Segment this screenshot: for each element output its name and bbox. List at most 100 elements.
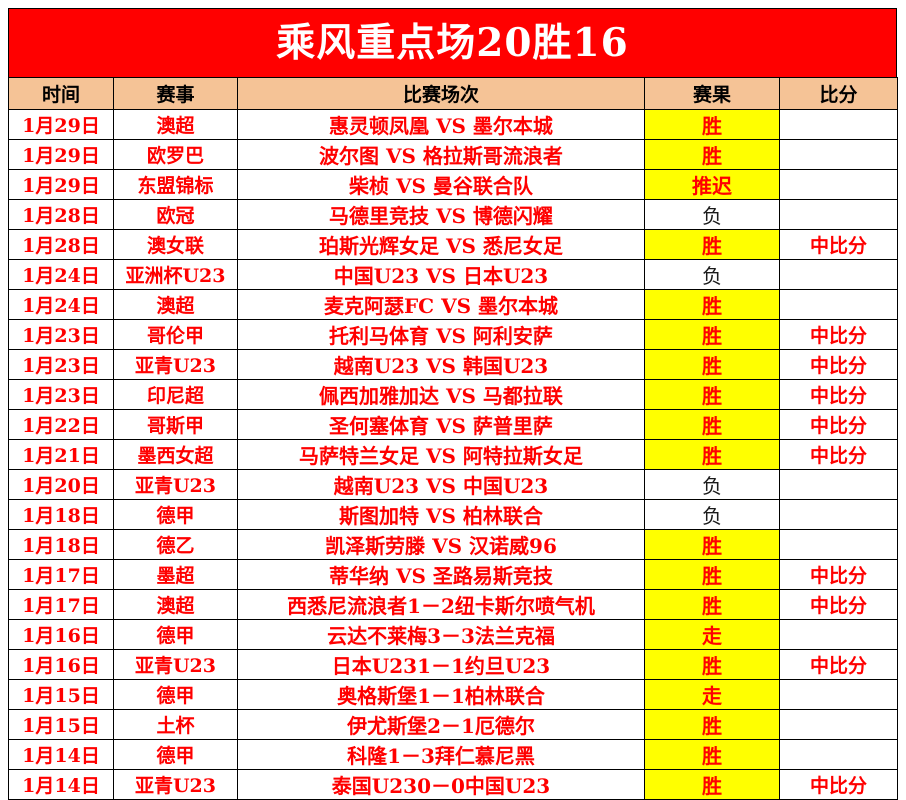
cell-match: 科隆1－3拜仁慕尼黑 <box>237 739 645 770</box>
cell-result: 负 <box>644 259 780 290</box>
table-row: 1月23日 哥伦甲 托利马体育 VS 阿利安萨胜中比分 <box>8 319 898 350</box>
cell-date: 1月29日 <box>8 139 114 170</box>
cell-match: 马德里竞技 VS 博德闪耀 <box>237 199 645 230</box>
cell-score <box>779 739 898 770</box>
column-header-score: 比分 <box>779 77 898 110</box>
cell-score <box>779 619 898 650</box>
cell-score: 中比分 <box>779 379 898 410</box>
cell-date: 1月21日 <box>8 439 114 470</box>
table-row: 1月28日 澳女联 珀斯光辉女足 VS 悉尼女足胜中比分 <box>8 229 898 260</box>
cell-league: 澳女联 <box>113 229 238 260</box>
cell-league: 德甲 <box>113 619 238 650</box>
cell-date: 1月17日 <box>8 589 114 620</box>
cell-score: 中比分 <box>779 229 898 260</box>
cell-match: 托利马体育 VS 阿利安萨 <box>237 319 645 350</box>
cell-result: 胜 <box>644 709 780 740</box>
cell-date: 1月18日 <box>8 529 114 560</box>
cell-date: 1月14日 <box>8 769 114 800</box>
cell-date: 1月28日 <box>8 199 114 230</box>
cell-league: 欧罗巴 <box>113 139 238 170</box>
cell-date: 1月22日 <box>8 409 114 440</box>
cell-league: 德乙 <box>113 529 238 560</box>
cell-date: 1月24日 <box>8 259 114 290</box>
cell-match: 蒂华纳 VS 圣路易斯竞技 <box>237 559 645 590</box>
table-row: 1月29日 欧罗巴 波尔图 VS 格拉斯哥流浪者胜 <box>8 139 898 170</box>
cell-score <box>779 139 898 170</box>
table-row: 1月16日 德甲 云达不莱梅3－3法兰克福走 <box>8 619 898 650</box>
cell-league: 墨西女超 <box>113 439 238 470</box>
cell-league: 德甲 <box>113 739 238 770</box>
cell-score <box>779 709 898 740</box>
cell-score <box>779 529 898 560</box>
cell-result: 胜 <box>644 559 780 590</box>
cell-date: 1月15日 <box>8 709 114 740</box>
cell-result: 胜 <box>644 649 780 680</box>
cell-league: 亚青U23 <box>113 649 238 680</box>
cell-score <box>779 199 898 230</box>
cell-date: 1月23日 <box>8 379 114 410</box>
cell-score <box>779 679 898 710</box>
cell-match: 斯图加特 VS 柏林联合 <box>237 499 645 530</box>
cell-date: 1月18日 <box>8 499 114 530</box>
table-row: 1月15日 德甲 奥格斯堡1－1柏林联合走 <box>8 679 898 710</box>
cell-result: 胜 <box>644 229 780 260</box>
cell-result: 走 <box>644 679 780 710</box>
cell-league: 墨超 <box>113 559 238 590</box>
cell-score <box>779 469 898 500</box>
cell-date: 1月20日 <box>8 469 114 500</box>
cell-date: 1月16日 <box>8 649 114 680</box>
cell-match: 惠灵顿凤凰 VS 墨尔本城 <box>237 109 645 140</box>
table-row: 1月17日 澳超 西悉尼流浪者1－2纽卡斯尔喷气机胜中比分 <box>8 589 898 620</box>
cell-match: 柴桢 VS 曼谷联合队 <box>237 169 645 200</box>
cell-date: 1月29日 <box>8 169 114 200</box>
cell-result: 胜 <box>644 289 780 320</box>
cell-match: 日本U231－1约旦U23 <box>237 649 645 680</box>
cell-league: 澳超 <box>113 289 238 320</box>
cell-league: 土杯 <box>113 709 238 740</box>
cell-score <box>779 289 898 320</box>
cell-score: 中比分 <box>779 439 898 470</box>
cell-match: 中国U23 VS 日本U23 <box>237 259 645 290</box>
table-row: 1月24日 亚洲杯U23 中国U23 VS 日本U23 负 <box>8 259 898 290</box>
cell-date: 1月16日 <box>8 619 114 650</box>
cell-league: 欧冠 <box>113 199 238 230</box>
table-row: 1月23日 亚青U23 越南U23 VS 韩国U23 胜中比分 <box>8 349 898 380</box>
table-row: 1月29日 东盟锦标 柴桢 VS 曼谷联合队 推迟 <box>8 169 898 200</box>
column-header-result: 赛果 <box>644 77 780 110</box>
cell-date: 1月15日 <box>8 679 114 710</box>
cell-result: 负 <box>644 469 780 500</box>
cell-match: 泰国U230－0中国U23 <box>237 769 645 800</box>
table-row: 1月17日 墨超 蒂华纳 VS 圣路易斯竞技胜中比分 <box>8 559 898 590</box>
cell-match: 越南U23 VS 韩国U23 <box>237 349 645 380</box>
cell-result: 胜 <box>644 589 780 620</box>
cell-league: 亚洲杯U23 <box>113 259 238 290</box>
cell-score: 中比分 <box>779 769 898 800</box>
table-row: 1月14日 德甲 科隆1－3拜仁慕尼黑胜 <box>8 739 898 770</box>
cell-match: 波尔图 VS 格拉斯哥流浪者 <box>237 139 645 170</box>
table-row: 1月29日 澳超 惠灵顿凤凰 VS 墨尔本城胜 <box>8 109 898 140</box>
cell-score: 中比分 <box>779 319 898 350</box>
cell-result: 胜 <box>644 319 780 350</box>
title-banner: 乘风重点场20胜16 <box>8 8 897 77</box>
cell-result: 胜 <box>644 379 780 410</box>
table-row: 1月18日 德乙 凯泽斯劳滕 VS 汉诺威96 胜 <box>8 529 898 560</box>
table-row: 1月21日 墨西女超 马萨特兰女足 VS 阿特拉斯女足胜中比分 <box>8 439 898 470</box>
cell-match: 凯泽斯劳滕 VS 汉诺威96 <box>237 529 645 560</box>
cell-match: 珀斯光辉女足 VS 悉尼女足 <box>237 229 645 260</box>
cell-league: 亚青U23 <box>113 469 238 500</box>
cell-league: 德甲 <box>113 499 238 530</box>
table-body: 1月29日 澳超 惠灵顿凤凰 VS 墨尔本城胜 1月29日 欧罗巴 波尔图 VS 格拉斯哥… <box>8 109 898 800</box>
cell-score: 中比分 <box>779 649 898 680</box>
cell-result: 负 <box>644 199 780 230</box>
cell-date: 1月17日 <box>8 559 114 590</box>
cell-score <box>779 169 898 200</box>
cell-date: 1月24日 <box>8 289 114 320</box>
cell-match: 圣何塞体育 VS 萨普里萨 <box>237 409 645 440</box>
table-header-row: 时间 赛事 比赛场次 赛果 比分 <box>8 77 898 110</box>
cell-league: 哥伦甲 <box>113 319 238 350</box>
cell-match: 云达不莱梅3－3法兰克福 <box>237 619 645 650</box>
cell-date: 1月29日 <box>8 109 114 140</box>
cell-result: 胜 <box>644 529 780 560</box>
column-header-date: 时间 <box>8 77 114 110</box>
cell-score: 中比分 <box>779 589 898 620</box>
